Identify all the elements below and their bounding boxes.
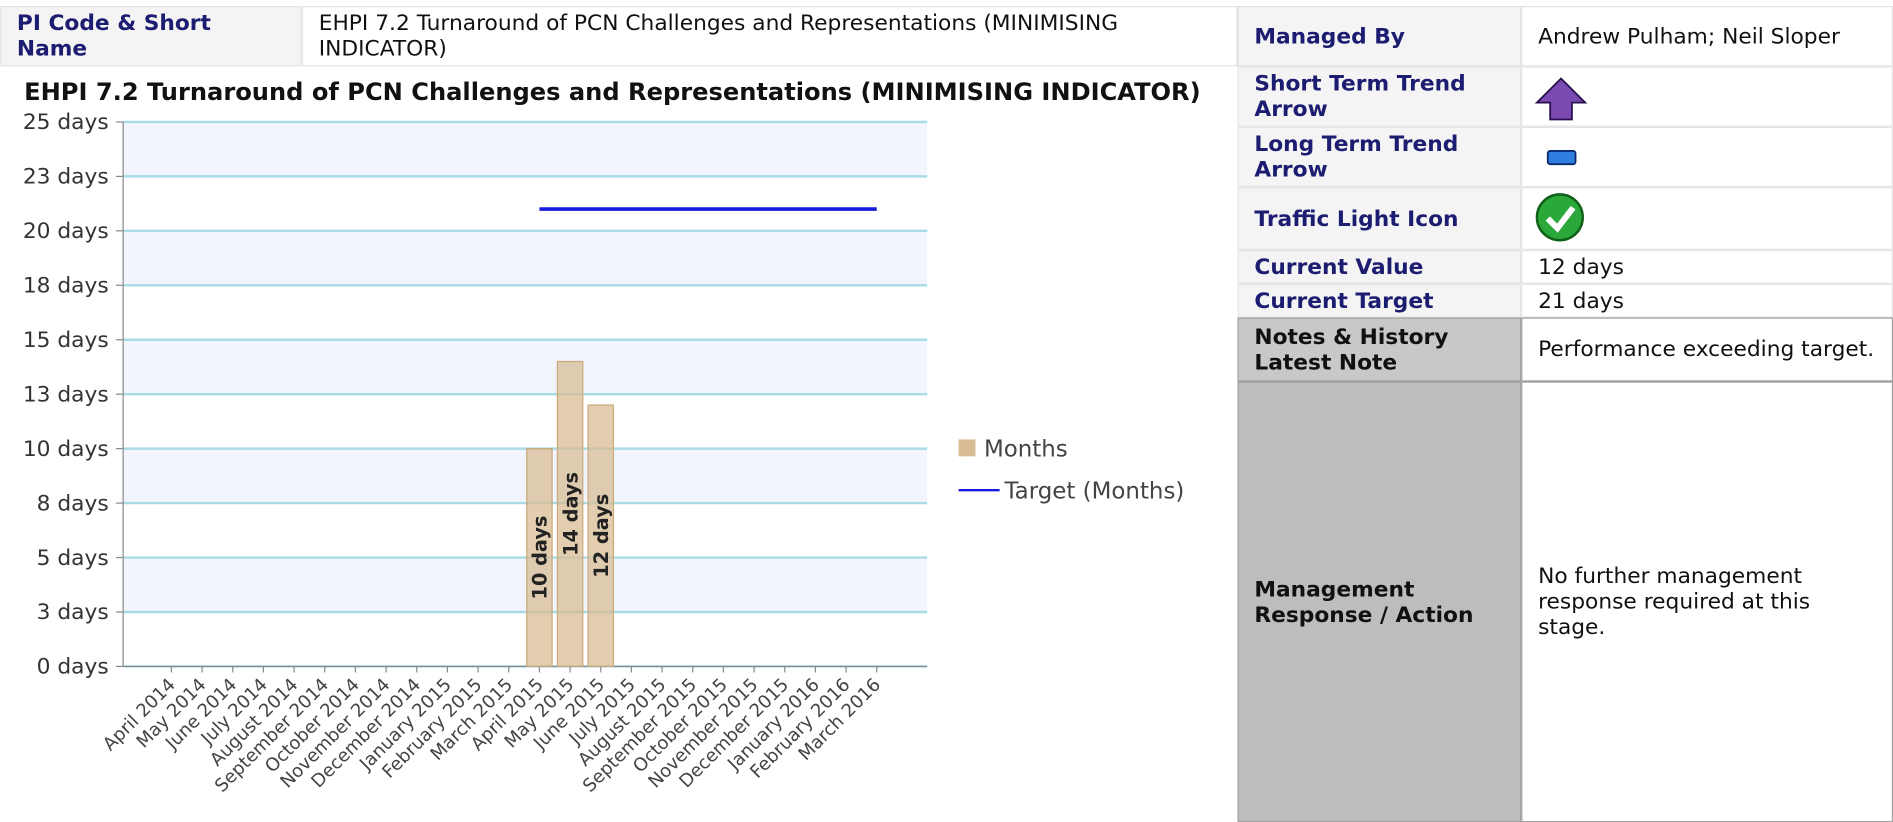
detail-label: Notes & History Latest Note — [1237, 317, 1522, 382]
detail-value — [1521, 66, 1893, 127]
grid-band — [123, 121, 928, 177]
detail-label: Long Term Trend Arrow — [1237, 126, 1522, 188]
detail-value: 12 days — [1521, 249, 1893, 284]
y-tick-label: 5 days — [37, 546, 109, 571]
detail-label: Short Term Trend Arrow — [1237, 66, 1522, 127]
header-label: PI Code & Short Name — [0, 6, 302, 67]
grid-band — [123, 448, 928, 504]
bar-label: 12 days — [590, 494, 613, 578]
chart: EHPI 7.2 Turnaround of PCN Challenges an… — [23, 78, 1201, 796]
detail-value — [1521, 126, 1893, 188]
grid-band — [123, 230, 928, 286]
detail-label: Current Target — [1237, 283, 1522, 318]
y-tick-label: 23 days — [23, 165, 109, 190]
y-tick-label: 18 days — [23, 274, 109, 299]
y-tick-label: 8 days — [37, 491, 109, 516]
detail-value: 21 days — [1521, 283, 1893, 318]
legend-label: Target (Months) — [1003, 479, 1184, 505]
detail-value: No further management response required … — [1521, 381, 1893, 822]
bar — [587, 404, 615, 668]
legend-label: Months — [984, 436, 1068, 462]
detail-label: Current Value — [1237, 249, 1522, 284]
detail-label: Managed By — [1237, 6, 1522, 67]
grid-band — [123, 339, 928, 395]
header-value: EHPI 7.2 Turnaround of PCN Challenges an… — [301, 6, 1238, 67]
y-tick-label: 10 days — [23, 437, 109, 462]
bar-label: 10 days — [529, 516, 552, 600]
bar-label: 14 days — [559, 472, 582, 556]
legend-swatch — [958, 439, 976, 457]
chart-title: EHPI 7.2 Turnaround of PCN Challenges an… — [24, 78, 1201, 106]
detail-value: Andrew Pulham; Neil Sloper — [1521, 6, 1893, 67]
y-tick-label: 0 days — [37, 655, 109, 680]
bar — [556, 360, 584, 668]
bar — [526, 448, 553, 668]
y-tick-label: 13 days — [23, 382, 109, 407]
detail-value — [1521, 187, 1893, 250]
detail-value: Performance exceeding target. — [1521, 317, 1893, 382]
grid-band — [123, 557, 928, 612]
y-tick-label: 25 days — [23, 110, 109, 135]
y-tick-label: 3 days — [37, 600, 109, 625]
y-tick-label: 20 days — [23, 219, 109, 244]
detail-label: Traffic Light Icon — [1237, 187, 1522, 250]
detail-label: Management Response / Action — [1237, 381, 1522, 822]
y-tick-label: 15 days — [23, 328, 109, 353]
